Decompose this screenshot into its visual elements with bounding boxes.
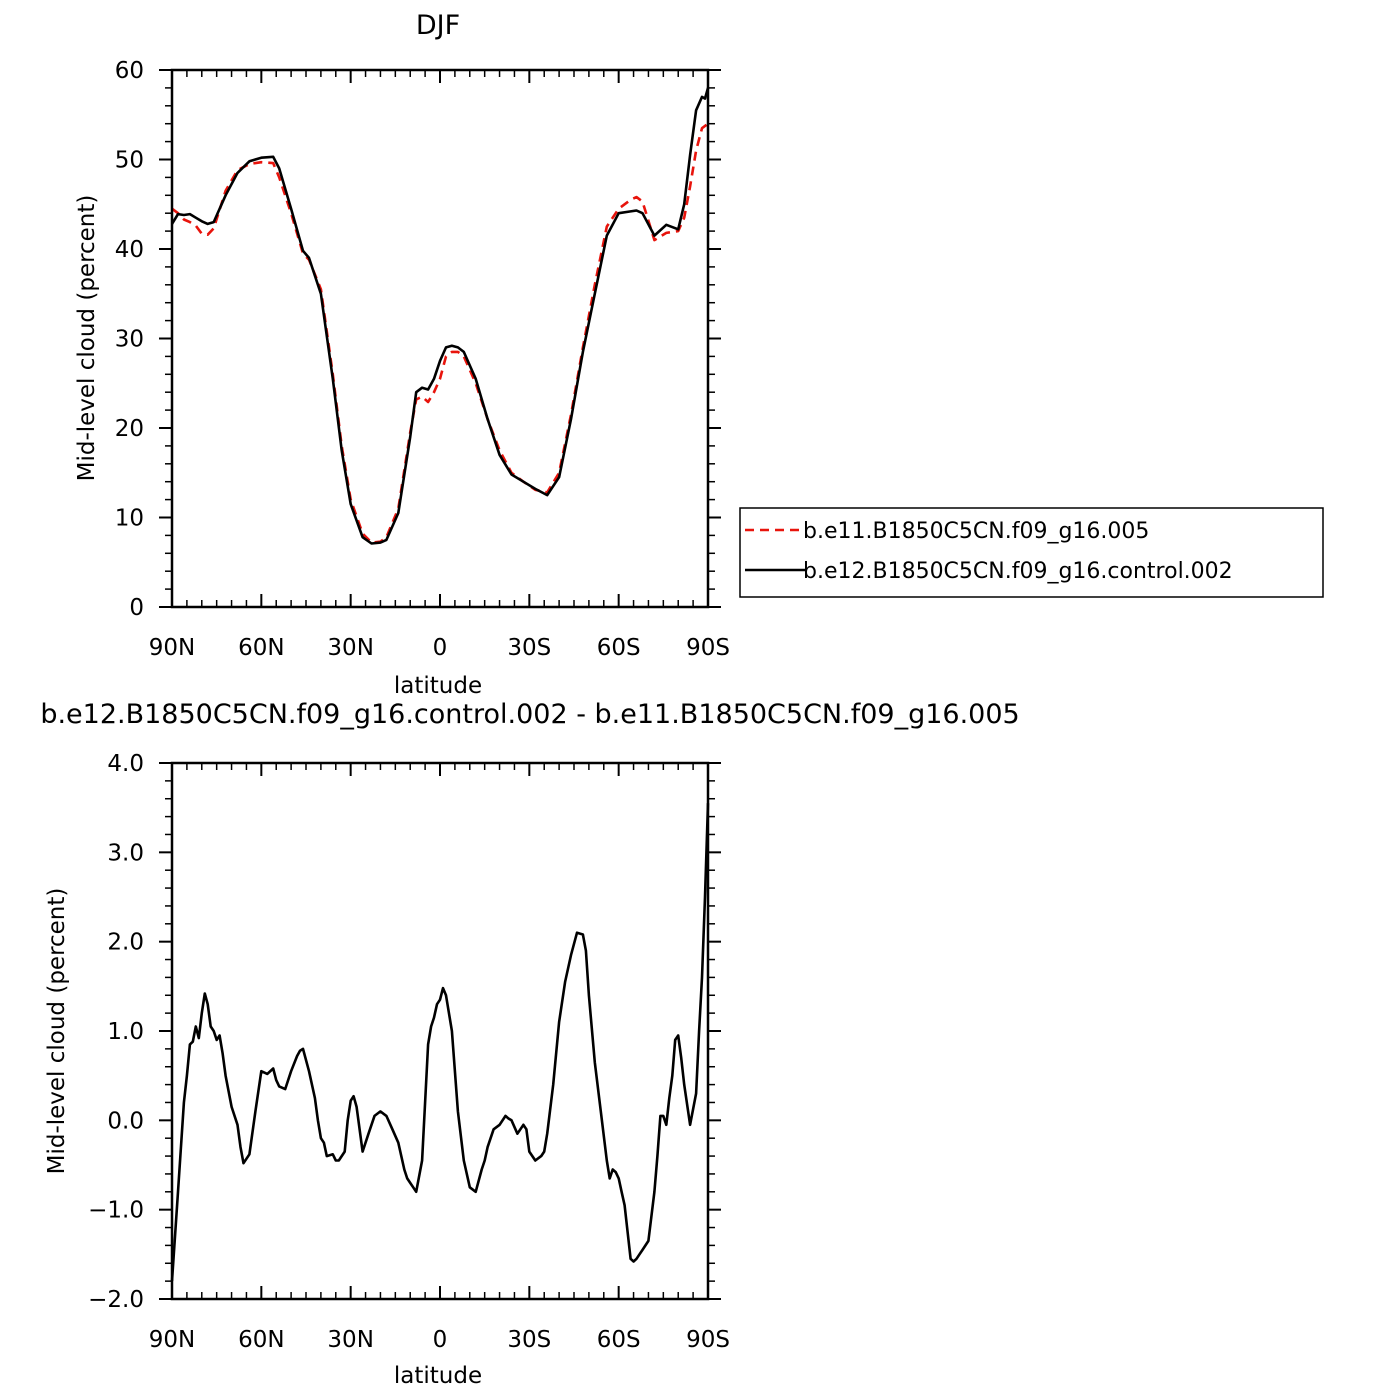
legend-box (739, 507, 1324, 598)
top-plot-frame (170, 68, 710, 609)
top-y-tick-label: 30 (115, 327, 144, 353)
top-panel: DJF 90N 60N 30N 0 30S 60S 90S 0 10 20 30 40 50 60 lat… (74, 10, 730, 699)
bottom-x-tick-label: 30S (507, 1327, 551, 1353)
top-y-tick-label: 40 (115, 237, 144, 263)
bottom-x-tick-label: 60N (238, 1327, 284, 1353)
bottom-panel: b.e12.B1850C5CN.f09_g16.control.002 - b.… (40, 699, 1019, 1389)
top-series-lines (170, 87, 710, 545)
bottom-y-tick-label: 2.0 (107, 930, 144, 956)
legend-label-series-1: b.e11.B1850C5CN.f09_g16.005 (803, 519, 1149, 544)
legend-label-series-2: b.e12.B1850C5CN.f09_g16.control.002 (803, 559, 1233, 584)
bottom-x-axis-label: latitude (394, 1363, 482, 1389)
legend: b.e11.B1850C5CN.f09_g16.005 b.e12.B1850C… (739, 507, 1324, 598)
bottom-series-lines (170, 803, 710, 1282)
top-y-tick-label: 20 (115, 416, 144, 442)
top-x-tick-label: 60N (238, 635, 284, 661)
top-y-tick-label: 0 (129, 595, 144, 621)
top-series-line-1 (171, 122, 709, 544)
bottom-y-tick-label: 1.0 (107, 1019, 144, 1045)
top-series-line-2 (170, 87, 710, 545)
bottom-series-line-1 (170, 803, 710, 1282)
bottom-axes: 90N 60N 30N 0 30S 60S 90S −2.0 −1.0 0.0 1.0 2.0 3.0 4… (88, 751, 730, 1353)
bottom-y-tick-label: 3.0 (107, 840, 144, 866)
bottom-plot-frame (170, 761, 710, 1301)
top-x-tick-label: 0 (433, 635, 448, 661)
top-y-tick-label: 10 (115, 506, 144, 532)
top-y-tick-label: 50 (115, 148, 144, 174)
top-chart-title: DJF (416, 10, 460, 41)
top-x-tick-label: 30N (327, 635, 373, 661)
top-y-axis-label: Mid-level cloud (percent) (74, 195, 100, 482)
bottom-y-tick-label: −1.0 (88, 1198, 144, 1224)
top-x-tick-label: 60S (597, 635, 641, 661)
bottom-x-tick-label: 30N (327, 1327, 373, 1353)
top-axes: 90N 60N 30N 0 30S 60S 90S 0 10 20 30 40 50 60 (115, 58, 730, 661)
bottom-x-tick-label: 0 (433, 1327, 448, 1353)
top-x-tick-label: 90S (686, 635, 730, 661)
top-y-tick-label: 60 (115, 58, 144, 84)
bottom-x-tick-label: 90N (149, 1327, 195, 1353)
bottom-chart-title: b.e12.B1850C5CN.f09_g16.control.002 - b.… (40, 699, 1019, 730)
top-x-tick-label: 90N (149, 635, 195, 661)
bottom-y-tick-label: 0.0 (107, 1108, 144, 1134)
top-x-axis-label: latitude (394, 673, 482, 699)
bottom-x-tick-label: 60S (597, 1327, 641, 1353)
bottom-y-tick-label: −2.0 (88, 1287, 144, 1313)
bottom-y-tick-label: 4.0 (107, 751, 144, 777)
top-x-tick-label: 30S (507, 635, 551, 661)
bottom-x-tick-label: 90S (686, 1327, 730, 1353)
bottom-y-axis-label: Mid-level cloud (percent) (44, 888, 70, 1175)
